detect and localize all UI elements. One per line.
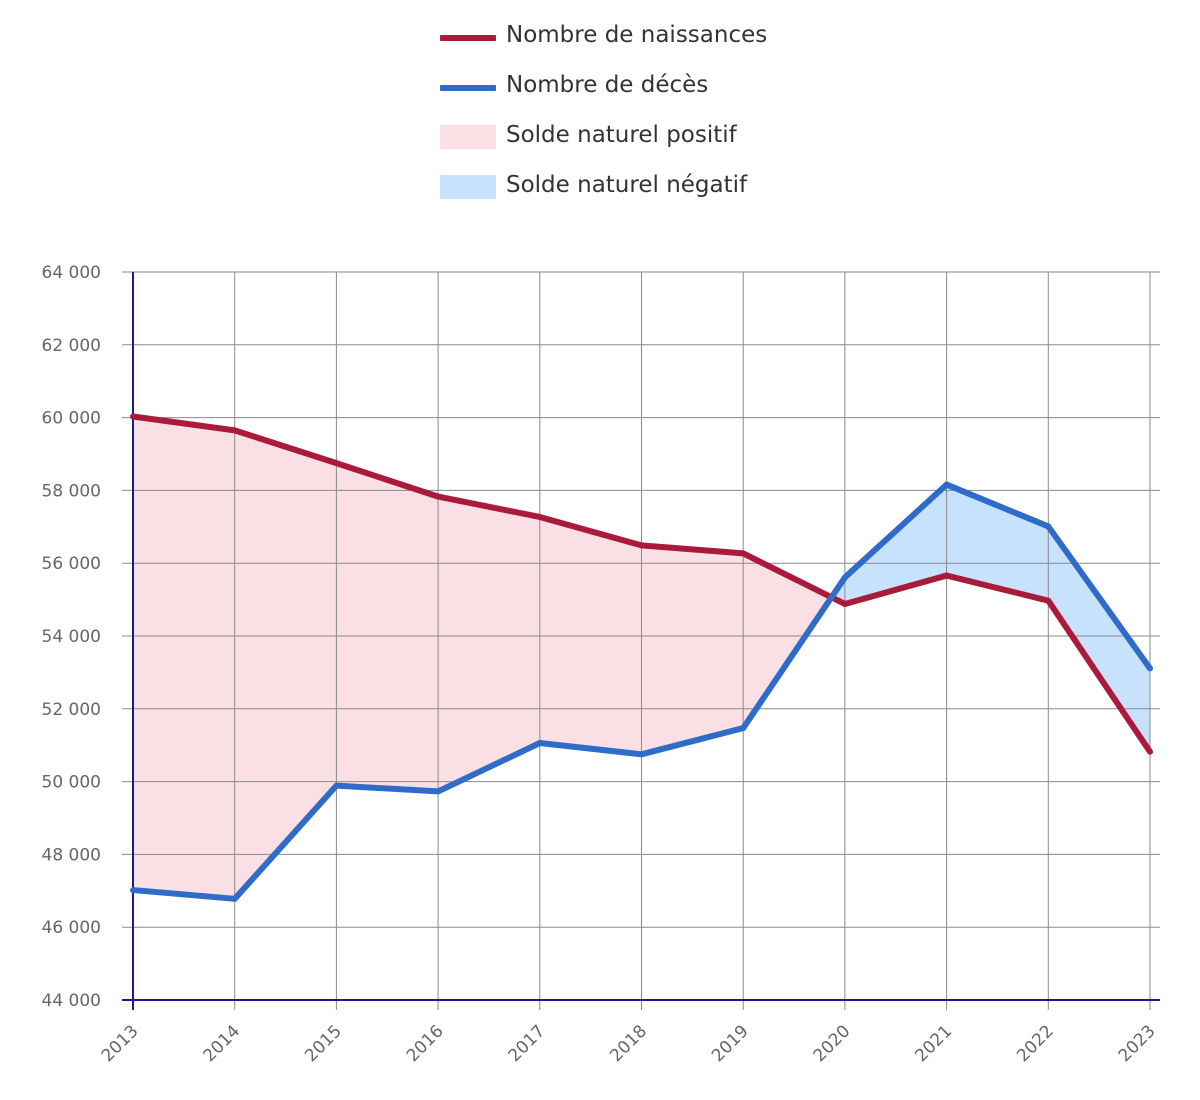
- births-point-2016[interactable]: [435, 493, 442, 500]
- y-tick-label-7: 50 000: [42, 773, 101, 793]
- y-tick-label-9: 46 000: [42, 918, 101, 938]
- deaths-point-2017[interactable]: [536, 740, 543, 747]
- deaths-point-2016[interactable]: [435, 788, 442, 795]
- legend-label-positive-balance: Solde naturel positif: [506, 122, 737, 148]
- legend-label-negative-balance: Solde naturel négatif: [506, 172, 748, 198]
- chart-legend: Nombre de naissances Nombre de décès Sol…: [440, 14, 860, 214]
- y-tick-label-5: 54 000: [42, 627, 101, 647]
- legend-item-deaths[interactable]: Nombre de décès: [440, 64, 860, 114]
- births-point-2020[interactable]: [841, 600, 848, 607]
- y-tick-label-4: 56 000: [42, 554, 101, 574]
- births-point-2018[interactable]: [638, 542, 645, 549]
- x-tick-label-2020: 2020: [810, 1021, 855, 1066]
- births-point-2014[interactable]: [231, 427, 238, 434]
- balance-areas: [133, 416, 1150, 899]
- y-tick-label-0: 64 000: [42, 263, 101, 283]
- x-tick-label-2019: 2019: [708, 1021, 753, 1066]
- legend-item-positive-balance[interactable]: Solde naturel positif: [440, 114, 860, 164]
- deaths-point-2014[interactable]: [231, 895, 238, 902]
- x-tick-label-2014: 2014: [199, 1021, 244, 1066]
- x-tick-label-2016: 2016: [403, 1021, 448, 1066]
- series-lines: [130, 413, 1153, 902]
- births-point-2022[interactable]: [1045, 597, 1052, 604]
- y-tick-label-6: 52 000: [42, 700, 101, 720]
- deaths-point-2015[interactable]: [333, 782, 340, 789]
- axes: [122, 272, 1160, 1010]
- births-point-2021[interactable]: [943, 572, 950, 579]
- deaths-point-2020[interactable]: [841, 574, 848, 581]
- deaths-point-2019[interactable]: [740, 725, 747, 732]
- legend-swatch-negative-balance: [440, 175, 496, 199]
- x-tick-label-2022: 2022: [1013, 1021, 1058, 1066]
- x-tick-label-2015: 2015: [301, 1021, 346, 1066]
- y-tick-label-3: 58 000: [42, 481, 101, 501]
- y-tick-label-1: 62 000: [42, 336, 101, 356]
- x-tick-label-2023: 2023: [1115, 1021, 1160, 1066]
- deaths-point-2021[interactable]: [943, 481, 950, 488]
- y-tick-label-2: 60 000: [42, 409, 101, 429]
- grid-lines: [122, 271, 1160, 1010]
- legend-swatch-positive-balance: [440, 125, 496, 149]
- deaths-point-2013[interactable]: [130, 887, 136, 894]
- negative-balance-area-1: [831, 484, 1150, 752]
- legend-item-births[interactable]: Nombre de naissances: [440, 14, 860, 64]
- positive-balance-area-0: [133, 416, 832, 899]
- legend-label-deaths: Nombre de décès: [506, 72, 709, 98]
- y-tick-label-8: 48 000: [42, 845, 101, 865]
- y-tick-label-10: 44 000: [42, 991, 101, 1011]
- births-point-2017[interactable]: [536, 513, 543, 520]
- x-tick-label-2017: 2017: [505, 1021, 550, 1066]
- legend-swatch-deaths: [440, 85, 496, 91]
- x-tick-label-2021: 2021: [911, 1021, 956, 1066]
- births-point-2019[interactable]: [740, 550, 747, 557]
- deaths-point-2023[interactable]: [1147, 665, 1153, 672]
- deaths-point-2018[interactable]: [638, 751, 645, 758]
- deaths-point-2022[interactable]: [1045, 523, 1052, 530]
- legend-swatch-births: [440, 35, 496, 41]
- legend-label-births: Nombre de naissances: [506, 22, 768, 48]
- births-point-2013[interactable]: [130, 413, 136, 420]
- legend-item-negative-balance[interactable]: Solde naturel négatif: [440, 164, 860, 214]
- x-tick-label-2018: 2018: [606, 1021, 651, 1066]
- births-point-2015[interactable]: [333, 460, 340, 467]
- births-point-2023[interactable]: [1147, 748, 1153, 755]
- x-tick-label-2013: 2013: [98, 1021, 143, 1066]
